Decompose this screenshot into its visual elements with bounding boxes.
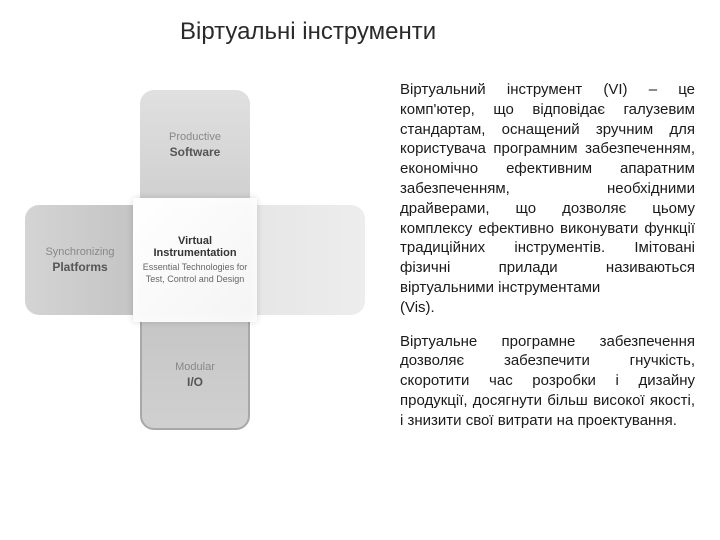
arm-left: Synchronizing Platforms <box>25 205 135 315</box>
arm-top-bold: Software <box>170 145 221 159</box>
arm-bottom-light: Modular <box>175 361 215 373</box>
paragraph-1-tail: (Vis). <box>400 298 695 318</box>
arm-top-light: Productive <box>169 131 221 143</box>
right-text-block: Віртуальний інструмент (VI) – це комп'ют… <box>400 80 695 431</box>
arm-top: Productive Software <box>140 90 250 200</box>
arm-bottom-bold: I/O <box>187 375 203 389</box>
center-title: Virtual Instrumentation <box>137 235 253 259</box>
arm-bottom: Modular I/O <box>140 320 250 430</box>
paragraph-1: Віртуальний інструмент (VI) – це комп'ют… <box>400 80 695 298</box>
center-sub: Essential Technologies for Test, Control… <box>137 262 253 285</box>
arm-left-bold: Platforms <box>52 260 107 274</box>
cross-diagram: Productive Software Synchronizing Platfo… <box>25 90 365 430</box>
arm-right <box>255 205 365 315</box>
arm-left-light: Synchronizing <box>45 246 114 258</box>
paragraph-2: Віртуальне програмне забезпечення дозвол… <box>400 332 695 431</box>
center-box: Virtual Instrumentation Essential Techno… <box>133 198 257 322</box>
page-title: Віртуальні інструменти <box>180 18 436 46</box>
